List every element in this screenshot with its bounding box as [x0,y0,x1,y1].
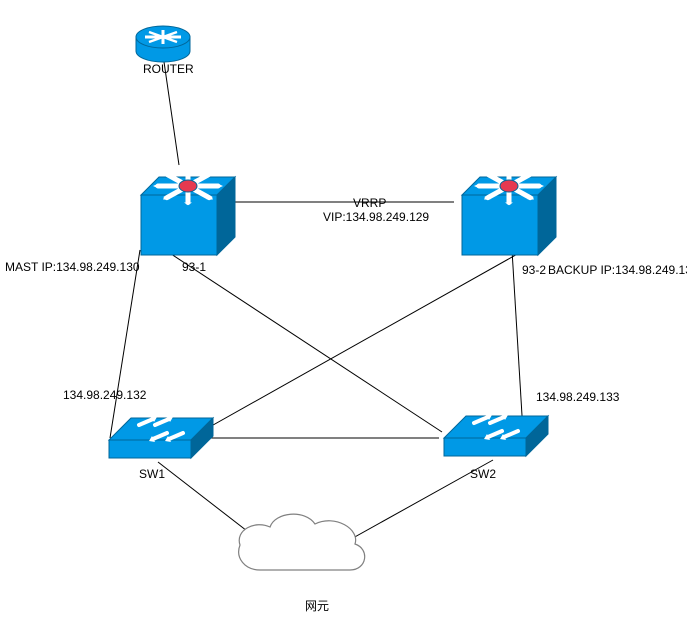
core1-ip-label: MAST IP:134.98.249.130 [5,260,140,274]
core2-label: 93-2 [522,263,546,277]
core2-ip-label: BACKUP IP:134.98.249.130 [548,263,687,277]
cloud-label: 网元 [305,597,329,614]
cloud-ne [239,514,365,570]
sw2-label: SW2 [470,467,496,481]
router-label: ROUTER [143,62,194,76]
router-device [136,26,190,62]
switch-1 [109,416,213,458]
sw1-label: SW1 [139,467,165,481]
core-switch-2 [462,167,556,255]
vrrp-label-2: VIP:134.98.249.129 [323,210,429,224]
vrrp-label-1: VRRP [353,196,386,210]
core1-label: 93-1 [182,260,206,274]
sw1-ip-label: 134.98.249.132 [63,388,146,402]
switch-2 [444,414,548,456]
network-diagram [0,0,687,617]
sw2-ip-label: 134.98.249.133 [536,390,619,404]
core-switch-1 [141,167,235,255]
